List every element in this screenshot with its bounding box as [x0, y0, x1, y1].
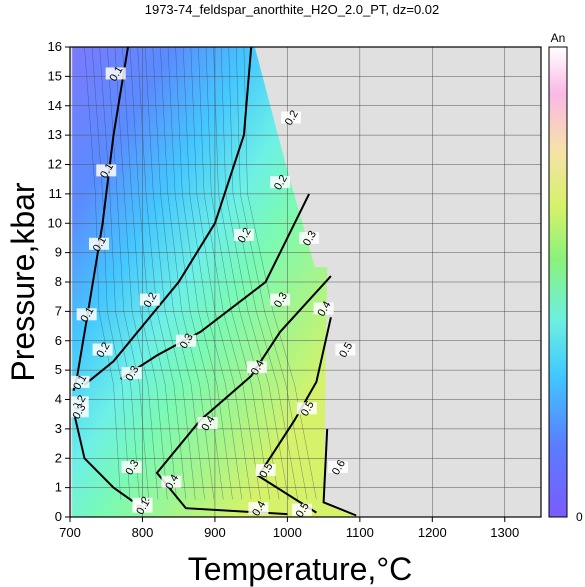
y-tick-label: 11 [49, 186, 63, 201]
contour-label-bg [88, 237, 109, 250]
y-tick-label: 10 [48, 215, 62, 230]
y-tick-label: 5 [55, 362, 62, 377]
y-tick-label: 12 [48, 157, 62, 172]
y-tick-label: 1 [55, 480, 62, 495]
y-tick-label: 16 [48, 39, 62, 54]
contour-label-bg [96, 164, 117, 177]
contour-label-bg [299, 231, 320, 244]
contour-label: 0.5 [294, 501, 312, 520]
contour-label-bg [233, 229, 254, 241]
x-tick-label: 900 [204, 525, 226, 540]
contour-label-bg [70, 405, 89, 418]
contour-label-bg [105, 67, 126, 80]
grid-lines [70, 47, 541, 517]
y-tick-label: 6 [55, 333, 62, 348]
contour-label-bg [70, 375, 90, 388]
x-axis: 700 800 900 1000 1100 1200 1300 [59, 517, 519, 540]
x-tick-label: 1300 [490, 525, 519, 540]
x-tick-label: 800 [132, 525, 154, 540]
contour-label-bg [328, 461, 349, 474]
bold-contour [120, 193, 310, 380]
bold-contour [322, 428, 357, 517]
contour-label-bg [76, 308, 97, 321]
contour-label-bg [270, 176, 291, 189]
contour-label-bg [132, 500, 153, 513]
x-tick-label: 700 [59, 525, 81, 540]
x-tick-label: 1100 [346, 525, 374, 540]
colorbar [548, 46, 568, 518]
contour-label-bg [281, 111, 302, 124]
contour-label-bg [121, 461, 142, 474]
contour-label-bg [313, 302, 334, 315]
contour-label-bg [175, 334, 196, 347]
contour-label-bg [248, 502, 269, 515]
contour-label-bg [291, 503, 312, 516]
contour-label-bg [246, 361, 267, 374]
contour-label-bg [335, 343, 356, 356]
x-axis-label: Temperature,°C [188, 551, 412, 587]
bold-contour [257, 317, 332, 514]
bold-contour [83, 47, 253, 386]
y-tick-label: 13 [48, 127, 62, 142]
contour-labels: 0.10.10.10.10.10.20.30.30.20.10.20.20.20… [70, 64, 356, 520]
bold-contour [73, 413, 144, 510]
contour-label-bg [296, 402, 317, 415]
y-tick-label: 7 [55, 303, 62, 318]
y-axis-label: Pressure,kbar [5, 182, 41, 382]
contour-label-bg [121, 367, 142, 380]
contour-label-bg [161, 475, 182, 488]
contour-label-bg [197, 417, 218, 429]
contour-label-bg [92, 343, 113, 356]
contour-label: 0.4 [250, 499, 268, 518]
y-tick-label: 8 [55, 274, 62, 289]
x-tick-label: 1000 [273, 525, 302, 540]
contour-label-bg [270, 293, 291, 306]
x-tick-label: 1200 [418, 525, 447, 540]
y-tick-label: 3 [55, 421, 62, 436]
colorbar-min-label: 0 [576, 510, 583, 524]
y-tick-label: 4 [55, 392, 62, 407]
chart-title: 1973-74_feldspar_anorthite_H2O_2.0_PT, d… [145, 2, 440, 17]
y-tick-label: 0 [55, 509, 62, 524]
colorbar-label: An [551, 31, 566, 45]
contour-label-bg [139, 293, 160, 306]
y-tick-label: 9 [55, 245, 62, 260]
y-tick-label: 14 [48, 98, 62, 113]
y-tick-label: 2 [55, 450, 62, 465]
y-tick-label: 15 [48, 68, 62, 83]
contour-label-bg [255, 464, 276, 476]
